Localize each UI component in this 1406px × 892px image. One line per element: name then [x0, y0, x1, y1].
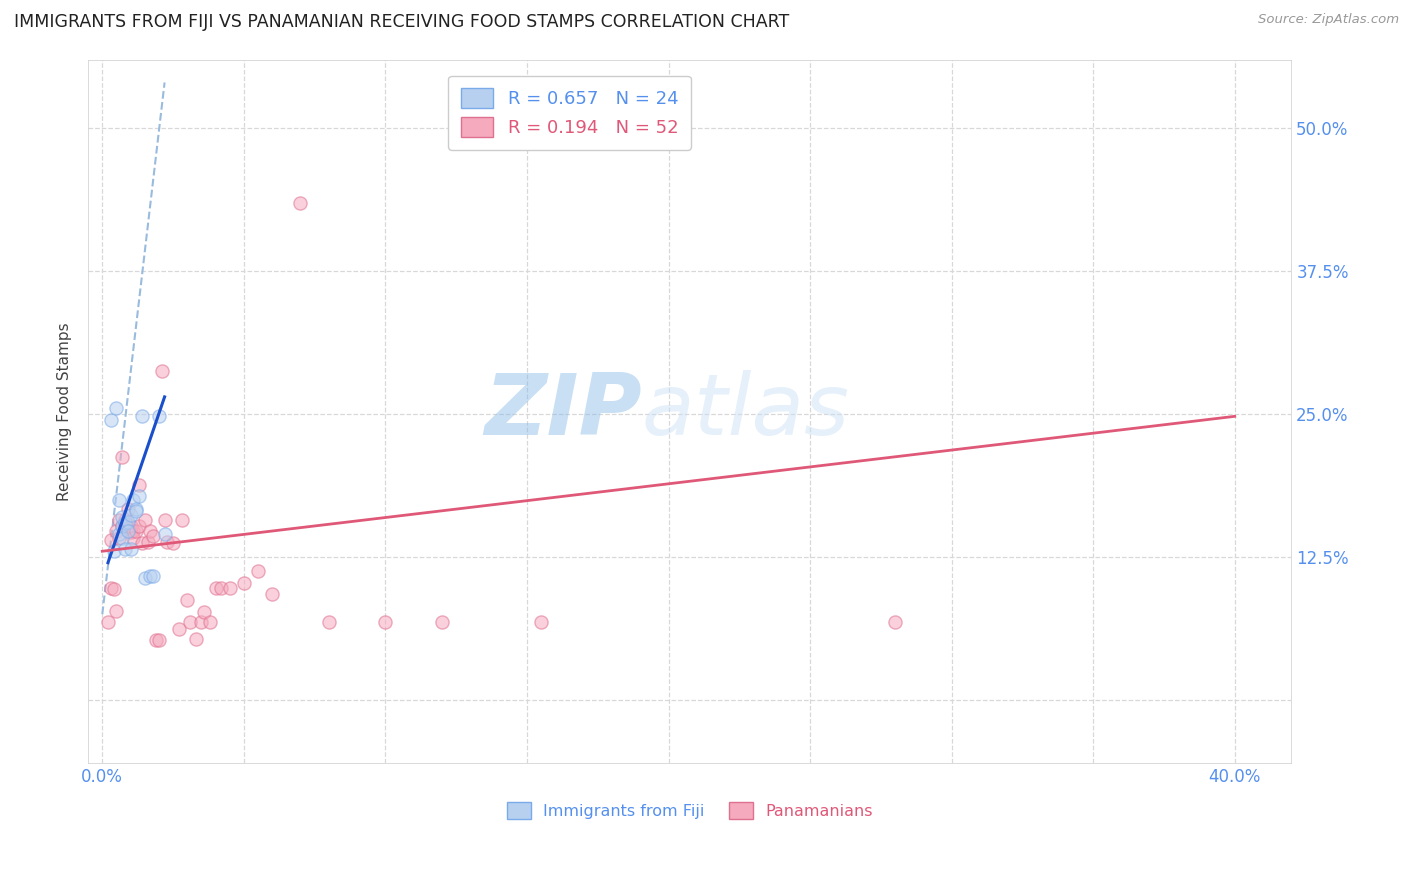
Point — [122, 524, 145, 538]
Point — [105, 401, 128, 416]
Point — [125, 524, 148, 538]
Point — [204, 581, 226, 595]
Point — [884, 615, 907, 629]
Point — [103, 544, 125, 558]
Point — [153, 527, 176, 541]
Point — [122, 531, 145, 545]
Point — [111, 531, 134, 545]
Point — [100, 581, 122, 595]
Point — [120, 541, 142, 556]
Point — [153, 513, 176, 527]
Point — [114, 541, 136, 556]
Point — [530, 615, 553, 629]
Point — [162, 536, 184, 550]
Point — [131, 536, 153, 550]
Point — [193, 605, 215, 619]
Point — [120, 508, 142, 522]
Point — [111, 510, 134, 524]
Point — [103, 582, 125, 596]
Point — [218, 581, 240, 595]
Point — [117, 524, 139, 538]
Point — [131, 409, 153, 424]
Point — [232, 576, 254, 591]
Text: ZIP: ZIP — [484, 369, 641, 453]
Text: IMMIGRANTS FROM FIJI VS PANAMANIAN RECEIVING FOOD STAMPS CORRELATION CHART: IMMIGRANTS FROM FIJI VS PANAMANIAN RECEI… — [14, 13, 789, 31]
Point — [111, 519, 134, 533]
Point — [179, 615, 201, 629]
Point — [108, 513, 131, 527]
Point — [139, 524, 162, 538]
Point — [198, 615, 221, 629]
Point — [108, 527, 131, 541]
Point — [105, 604, 128, 618]
Point — [318, 615, 340, 629]
Point — [114, 519, 136, 533]
Point — [122, 492, 145, 507]
Point — [150, 363, 173, 377]
Point — [167, 622, 190, 636]
Point — [128, 478, 150, 492]
Text: Source: ZipAtlas.com: Source: ZipAtlas.com — [1258, 13, 1399, 27]
Y-axis label: Receiving Food Stamps: Receiving Food Stamps — [58, 322, 72, 500]
Point — [145, 633, 167, 648]
Point — [374, 615, 396, 629]
Point — [128, 519, 150, 533]
Point — [100, 533, 122, 547]
Point — [148, 409, 170, 424]
Legend: Immigrants from Fiji, Panamanians: Immigrants from Fiji, Panamanians — [501, 796, 879, 825]
Point — [125, 502, 148, 516]
Point — [100, 413, 122, 427]
Point — [190, 615, 212, 629]
Point — [128, 489, 150, 503]
Point — [430, 615, 453, 629]
Point — [247, 564, 270, 578]
Point — [105, 524, 128, 538]
Point — [117, 515, 139, 529]
Point — [108, 531, 131, 545]
Point — [209, 581, 232, 595]
Point — [134, 513, 156, 527]
Point — [156, 535, 179, 549]
Point — [120, 524, 142, 539]
Point — [97, 615, 120, 629]
Point — [262, 586, 284, 600]
Point — [117, 502, 139, 516]
Point — [114, 516, 136, 530]
Point — [139, 569, 162, 583]
Point — [184, 632, 207, 647]
Point — [170, 513, 193, 527]
Point — [148, 633, 170, 648]
Point — [290, 195, 312, 210]
Point — [108, 492, 131, 507]
Point — [142, 529, 165, 543]
Point — [111, 519, 134, 533]
Point — [142, 569, 165, 583]
Text: atlas: atlas — [641, 369, 849, 453]
Point — [111, 450, 134, 465]
Point — [114, 516, 136, 530]
Point — [125, 504, 148, 518]
Point — [120, 519, 142, 533]
Point — [136, 535, 159, 549]
Point — [134, 570, 156, 584]
Point — [176, 593, 198, 607]
Point — [114, 513, 136, 527]
